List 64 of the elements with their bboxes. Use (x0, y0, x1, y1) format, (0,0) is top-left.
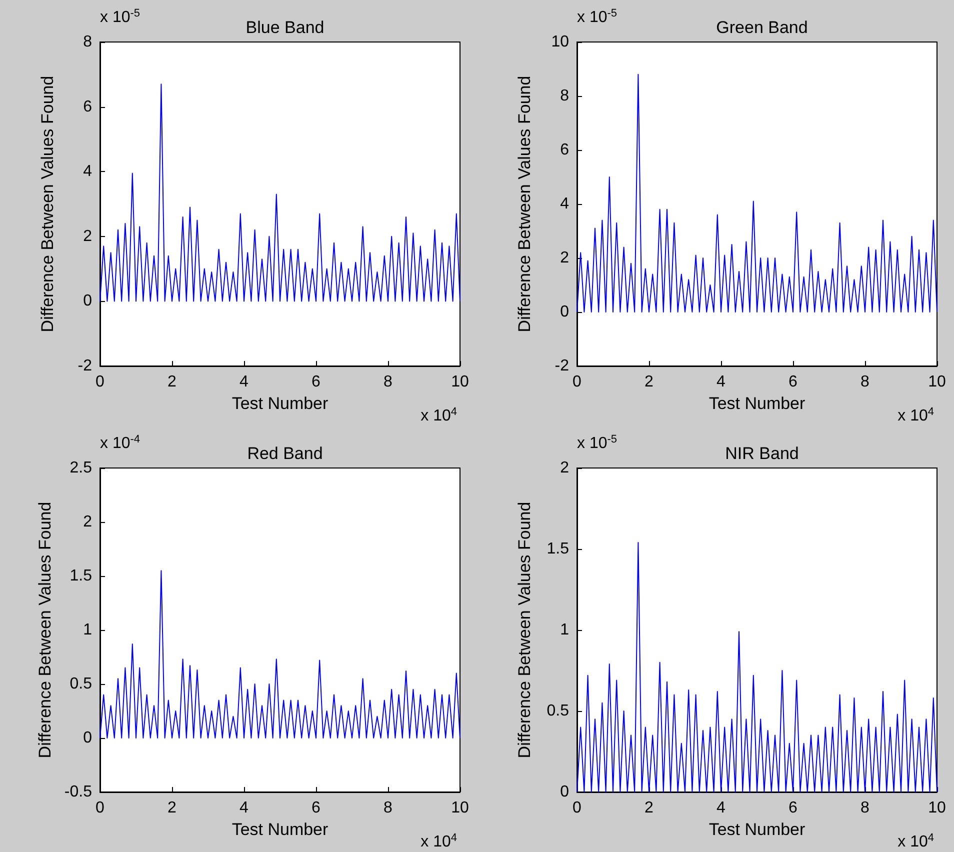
x-tick-label: 6 (788, 374, 798, 390)
x-tick-label: 4 (716, 374, 726, 390)
y-tick-label: -0.5 (64, 784, 92, 800)
y-tick-label: -2 (554, 358, 570, 374)
y-tick-label: 0.5 (546, 702, 570, 720)
x-tick-label: 8 (384, 374, 393, 390)
x-tick-label: 0 (572, 374, 582, 390)
x-tick-label: 0 (96, 800, 105, 816)
y-tick-label: 6 (560, 142, 570, 158)
x-tick-label: 10 (451, 374, 469, 390)
x-axis-title: Test Number (708, 820, 806, 839)
y-tick-label: 2 (83, 514, 92, 530)
y-axis-title: Difference Between Values Found (515, 76, 534, 332)
y-axis-title: Difference Between Values Found (515, 502, 534, 758)
y-tick-label: 1 (560, 622, 570, 638)
y-tick-label: 2 (83, 228, 92, 245)
x-tick-label: 8 (384, 800, 393, 816)
y-tick-label: 2.5 (70, 460, 92, 476)
y-tick-label: 2 (560, 250, 570, 266)
x-tick-label: 4 (240, 800, 249, 816)
chart-title: Green Band (716, 18, 808, 37)
x-tick-label: 6 (312, 800, 321, 816)
y-tick-label: 1.5 (70, 568, 92, 584)
y-tick-label: 4 (83, 163, 92, 180)
line-series (576, 74, 938, 312)
line-series (100, 570, 460, 738)
x-tick-label: 0 (96, 374, 105, 390)
y-tick-label: 1 (83, 622, 92, 638)
x-tick-label: 2 (644, 800, 654, 816)
x-tick-label: 4 (716, 800, 726, 816)
x-axis-title: Test Number (232, 820, 329, 839)
x-tick-label: 2 (168, 800, 177, 816)
x-axis-title: Test Number (708, 394, 806, 413)
chart-title: Red Band (247, 444, 323, 463)
x-tick-label: 2 (168, 374, 177, 390)
y-tick-label: 0 (560, 784, 570, 800)
y-tick-label: 0 (83, 730, 92, 746)
y-tick-label: 4 (560, 196, 570, 212)
x-tick-label: 4 (240, 374, 249, 390)
x-tick-label: 0 (572, 800, 582, 816)
y-tick-label: 1.5 (546, 540, 570, 558)
y-tick-label: 8 (560, 88, 570, 104)
y-tick-label: 0 (83, 292, 92, 310)
y-tick-label: 0 (560, 304, 570, 320)
y-tick-label: -2 (78, 358, 92, 374)
x-tick-label: 6 (312, 374, 321, 390)
y-tick-label: 8 (83, 34, 92, 50)
chart-title: Blue Band (246, 18, 324, 37)
x-tick-label: 8 (860, 800, 870, 816)
x-tick-label: 6 (788, 800, 798, 816)
y-tick-label: 0.5 (70, 676, 92, 692)
y-tick-label: 10 (551, 34, 570, 50)
x-tick-label: 10 (451, 800, 469, 816)
chart-title: NIR Band (725, 444, 799, 463)
x-axis-title: Test Number (232, 394, 329, 413)
y-tick-label: 2 (560, 460, 570, 476)
x-tick-label: 8 (860, 374, 870, 390)
y-tick-label: 6 (83, 98, 92, 116)
x-tick-label: 10 (928, 800, 946, 816)
x-tick-label: 2 (644, 374, 654, 390)
y-axis-title: Difference Between Values Found (38, 76, 57, 332)
x-tick-label: 10 (928, 374, 946, 390)
y-axis-title: Difference Between Values Found (36, 502, 55, 758)
line-series (100, 84, 460, 302)
